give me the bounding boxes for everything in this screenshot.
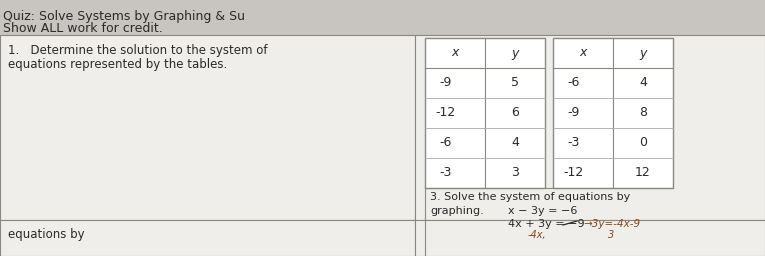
Bar <box>425 38 545 188</box>
Bar <box>415 220 765 256</box>
Text: -6: -6 <box>568 77 580 90</box>
Text: 3: 3 <box>608 230 614 240</box>
Text: graphing.: graphing. <box>430 206 483 216</box>
Bar <box>415 35 765 220</box>
Text: -9: -9 <box>568 106 580 120</box>
Text: 4: 4 <box>639 77 647 90</box>
Text: x − 3y = −6: x − 3y = −6 <box>508 206 578 216</box>
Text: 0: 0 <box>639 136 647 150</box>
Text: y: y <box>640 47 646 59</box>
Bar <box>425 38 545 188</box>
Text: 3. Solve the system of equations by: 3. Solve the system of equations by <box>430 192 630 202</box>
Text: x: x <box>451 47 459 59</box>
Text: -12: -12 <box>564 166 584 179</box>
Text: 1.   Determine the solution to the system of: 1. Determine the solution to the system … <box>8 44 268 57</box>
Bar <box>0 35 415 220</box>
Bar <box>553 38 673 188</box>
Text: Quiz: Solve Systems by Graphing & Su: Quiz: Solve Systems by Graphing & Su <box>3 10 245 23</box>
Text: 12: 12 <box>635 166 651 179</box>
Text: -3: -3 <box>440 166 452 179</box>
Text: x: x <box>579 47 587 59</box>
Text: 4: 4 <box>511 136 519 150</box>
Text: y: y <box>511 47 519 59</box>
Text: 5: 5 <box>511 77 519 90</box>
Text: 6: 6 <box>511 106 519 120</box>
Text: →3y=-4x-9: →3y=-4x-9 <box>583 219 640 229</box>
Text: -6: -6 <box>440 136 452 150</box>
Text: -3: -3 <box>568 136 580 150</box>
Text: equations by: equations by <box>8 228 85 241</box>
Text: 4x + 3y = −9: 4x + 3y = −9 <box>508 219 584 229</box>
Text: 3: 3 <box>511 166 519 179</box>
Text: equations represented by the tables.: equations represented by the tables. <box>8 58 227 71</box>
Text: -9: -9 <box>440 77 452 90</box>
Text: Show ALL work for credit.: Show ALL work for credit. <box>3 22 163 35</box>
Text: 8: 8 <box>639 106 647 120</box>
Bar <box>553 38 673 188</box>
Text: -4x,: -4x, <box>528 230 547 240</box>
Bar <box>0 220 415 256</box>
Text: -12: -12 <box>436 106 456 120</box>
